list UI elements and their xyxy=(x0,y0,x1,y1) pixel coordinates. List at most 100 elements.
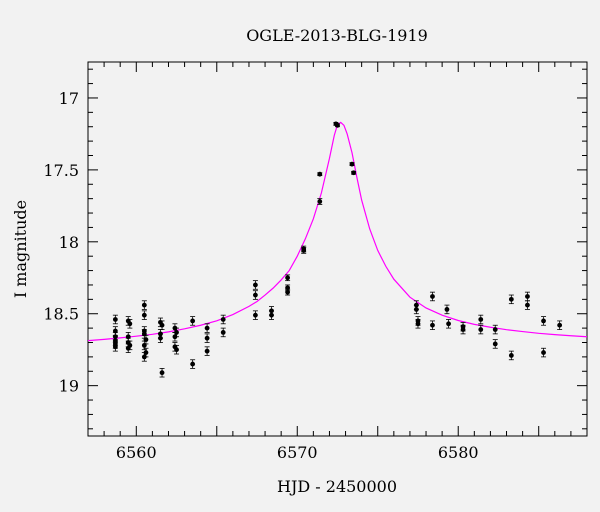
point-marker xyxy=(190,318,196,324)
data-point xyxy=(317,171,323,177)
data-point xyxy=(141,310,147,320)
data-point xyxy=(125,343,131,353)
data-point xyxy=(492,324,498,335)
data-point xyxy=(172,332,178,342)
data-point xyxy=(252,290,258,300)
point-marker xyxy=(541,350,546,355)
data-point xyxy=(413,304,419,315)
data-point xyxy=(220,327,226,338)
point-marker xyxy=(112,317,118,322)
point-marker xyxy=(492,341,498,347)
point-marker xyxy=(285,289,290,295)
point-marker xyxy=(525,294,530,299)
data-point xyxy=(446,319,452,329)
data-point xyxy=(335,122,340,128)
data-point xyxy=(112,342,118,352)
x-tick-label: 6570 xyxy=(277,443,318,462)
point-marker xyxy=(478,317,484,322)
plot-frame xyxy=(87,61,588,437)
point-marker xyxy=(253,312,258,318)
data-point xyxy=(444,304,450,315)
data-point xyxy=(252,280,258,290)
data-point xyxy=(204,346,210,356)
data-point xyxy=(351,170,357,176)
point-marker xyxy=(172,334,178,340)
point-marker xyxy=(190,361,196,367)
axes xyxy=(87,61,588,437)
data-point xyxy=(429,320,435,330)
data-point xyxy=(141,352,147,362)
point-marker xyxy=(174,347,179,353)
data-point xyxy=(460,324,466,335)
point-marker xyxy=(204,325,210,331)
point-marker xyxy=(220,330,226,335)
point-marker xyxy=(204,335,210,341)
data-point xyxy=(190,359,196,369)
point-marker xyxy=(525,302,530,308)
x-tick-label: 6580 xyxy=(438,443,479,462)
point-marker xyxy=(159,370,165,376)
data-point xyxy=(112,314,118,325)
data-point xyxy=(524,291,530,302)
data-points xyxy=(112,121,563,378)
point-marker xyxy=(492,327,498,332)
point-marker xyxy=(125,345,131,351)
data-point xyxy=(174,344,180,355)
point-marker xyxy=(220,317,226,322)
data-point xyxy=(141,300,147,310)
data-point xyxy=(159,367,165,378)
point-marker xyxy=(141,312,147,318)
point-marker xyxy=(444,307,450,312)
y-tick-label: 19 xyxy=(59,377,79,396)
point-marker xyxy=(141,354,147,360)
point-marker xyxy=(285,275,290,281)
point-marker xyxy=(557,322,563,328)
data-point xyxy=(204,333,210,343)
point-marker xyxy=(508,353,514,358)
data-point xyxy=(204,323,210,333)
point-marker xyxy=(127,321,133,327)
x-tick-label: 6560 xyxy=(116,443,157,462)
y-tick-label: 18 xyxy=(59,233,79,252)
data-point xyxy=(220,314,226,325)
point-marker xyxy=(351,170,356,176)
data-point xyxy=(317,198,323,205)
point-marker xyxy=(415,321,421,327)
data-point xyxy=(541,347,547,358)
data-point xyxy=(524,300,530,310)
data-point xyxy=(478,324,484,335)
point-marker xyxy=(541,318,546,324)
point-marker xyxy=(158,335,163,341)
point-marker xyxy=(269,312,274,318)
tick-labels: 6560 6570 6580 17 17.5 18 18.5 19 xyxy=(43,89,478,462)
point-marker xyxy=(349,161,355,167)
point-marker xyxy=(317,171,323,177)
point-marker xyxy=(317,199,323,204)
point-marker xyxy=(478,327,484,332)
data-point xyxy=(127,319,133,329)
data-point xyxy=(557,320,563,330)
y-tick-label: 17.5 xyxy=(43,161,79,180)
data-point xyxy=(541,316,547,326)
data-point xyxy=(415,319,421,329)
point-marker xyxy=(430,294,435,299)
data-point xyxy=(349,161,355,167)
point-marker xyxy=(335,122,340,128)
y-tick-label: 17 xyxy=(59,89,79,108)
data-point xyxy=(429,291,435,302)
data-point xyxy=(478,314,484,325)
point-marker xyxy=(141,302,147,308)
point-marker xyxy=(446,321,451,327)
point-marker xyxy=(460,327,466,332)
data-point xyxy=(508,350,514,361)
point-marker xyxy=(508,296,514,302)
y-axis-label: I magnitude xyxy=(11,200,30,298)
data-point xyxy=(252,310,258,320)
point-marker xyxy=(253,282,258,288)
data-point xyxy=(157,333,163,343)
x-axis-label: HJD - 2450000 xyxy=(277,477,397,496)
point-marker xyxy=(204,348,210,354)
point-marker xyxy=(159,322,165,328)
